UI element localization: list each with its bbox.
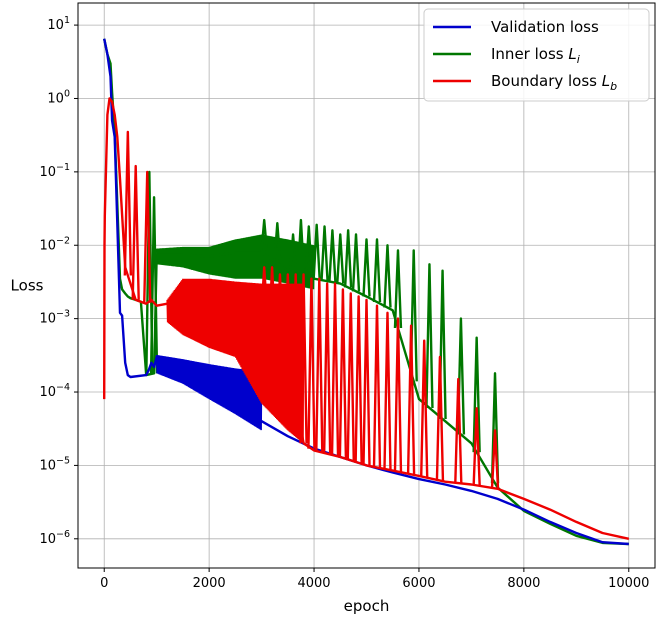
- series-2-spike: [393, 317, 403, 472]
- series-1-spike: [260, 218, 269, 255]
- series-2-spike: [307, 277, 316, 449]
- series-2-spike: [372, 304, 382, 468]
- series-1-spike: [320, 225, 329, 281]
- series-0-line: [103, 38, 629, 546]
- y-tick-label: 10−2: [39, 235, 70, 253]
- plot-data: [103, 38, 630, 546]
- series-2-spike: [267, 266, 277, 330]
- legend-box: [423, 8, 650, 102]
- series-1-spike: [343, 229, 353, 288]
- series-1-spike: [312, 223, 321, 280]
- series-2-spike: [299, 273, 308, 444]
- series-2-spike: [472, 407, 481, 486]
- series-1-oscillation-band: [155, 234, 315, 290]
- y-tick-label: 10−6: [39, 529, 70, 547]
- y-tick-label: 100: [47, 88, 70, 106]
- series-2: [103, 97, 630, 540]
- y-tick-label: 101: [47, 15, 70, 33]
- series-1-spike: [472, 336, 481, 453]
- series-1-spike: [362, 238, 371, 297]
- y-axis-label: Loss: [11, 277, 44, 295]
- legend-entry-0: Validation loss: [491, 18, 599, 36]
- series-1-spike: [351, 233, 361, 292]
- x-axis-label: epoch: [344, 597, 390, 615]
- series-2-spike: [315, 277, 324, 452]
- x-tick-label: 8000: [507, 576, 540, 591]
- x-tick-label: 10000: [608, 576, 649, 591]
- series-2-spike: [330, 282, 340, 456]
- series-2-spike: [260, 266, 269, 315]
- series-1-spike: [393, 249, 403, 329]
- series-0-oscillation-band: [155, 354, 263, 431]
- x-tick-label: 0: [100, 576, 108, 591]
- series-2-spike: [291, 273, 300, 401]
- series-2-spike: [338, 288, 348, 458]
- legend-entry-2: Boundary loss Lb: [491, 72, 617, 93]
- series-2-spike: [383, 311, 392, 470]
- series-0: [103, 38, 629, 546]
- series-1-spike: [328, 229, 337, 283]
- series-2-spike: [283, 273, 293, 358]
- series-2-spike: [143, 170, 152, 303]
- series-1-spike: [273, 221, 282, 264]
- legend-entry-1: Inner loss Li: [491, 45, 580, 66]
- series-2-spike: [275, 273, 285, 344]
- y-tick-label: 10−1: [39, 162, 70, 180]
- series-1-spike: [336, 233, 345, 284]
- series-2-spike: [131, 164, 140, 300]
- series-1-spike: [372, 238, 382, 303]
- series-2-line: [103, 97, 630, 540]
- y-tick-label: 10−5: [39, 455, 70, 473]
- series-1-spike: [383, 244, 392, 308]
- series-2-spike: [435, 355, 445, 481]
- series-2-spike: [354, 295, 363, 463]
- series-2-spike: [123, 130, 133, 276]
- series-2-spike: [490, 429, 500, 489]
- series-2-spike: [420, 339, 429, 478]
- series-2-spike: [454, 377, 463, 484]
- series-1: [103, 38, 629, 546]
- series-1-line: [103, 38, 629, 546]
- series-2-spike: [406, 324, 416, 475]
- y-tick-label: 10−3: [39, 309, 70, 327]
- series-2-spike: [346, 292, 355, 461]
- series-1-spike: [296, 218, 306, 275]
- axis-ticks: 0 2000 4000 6000 8000 10000 10−6 10−5 10−4 10−3 10…: [39, 15, 649, 591]
- x-tick-label: 2000: [193, 576, 226, 591]
- series-1-spike: [288, 233, 298, 273]
- plot-frame: [77, 2, 656, 569]
- series-2-spike: [362, 298, 371, 466]
- x-tick-label: 6000: [402, 576, 435, 591]
- legend: Validation loss Inner loss Li Boundary los…: [423, 8, 650, 102]
- series-2-oscillation-band: [166, 278, 305, 443]
- y-tick-label: 10−4: [39, 382, 70, 400]
- series-2-spike: [322, 282, 332, 454]
- x-tick-label: 4000: [297, 576, 330, 591]
- series-1-spike: [425, 263, 434, 409]
- series-1-spike: [304, 225, 313, 278]
- series-1-spike: [149, 196, 159, 374]
